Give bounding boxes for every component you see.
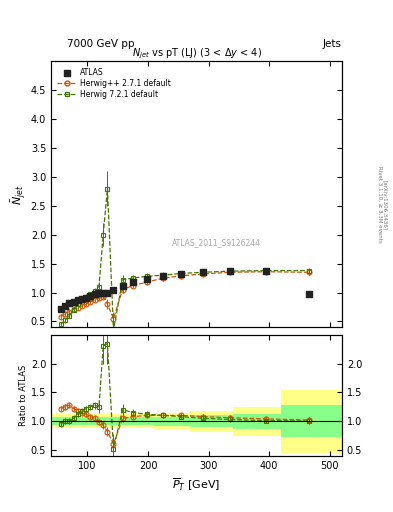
Text: [arXiv:1306.3436]: [arXiv:1306.3436] (383, 180, 387, 230)
Point (130, 278, 136, 286)
Point (75, 296, 81, 304)
Point (263, 266, 269, 274)
Point (199, 268, 206, 276)
Text: ATLAS_2011_S9126244: ATLAS_2011_S9126244 (173, 238, 261, 247)
Title: $N_{jet}$ vs pT (LJ) (3 < $\Delta y$ < 4): $N_{jet}$ vs pT (LJ) (3 < $\Delta y$ < 4… (132, 47, 261, 61)
Point (87, 292, 94, 300)
Point (70, 297, 77, 306)
Point (58, 305, 64, 313)
Point (96, 288, 102, 296)
Text: Jets: Jets (323, 38, 342, 49)
Point (227, 267, 233, 275)
Point (110, 286, 117, 294)
Point (160, 272, 166, 281)
Point (178, 270, 184, 278)
Point (144, 274, 150, 283)
Text: Rivet 3.1.10, ≥ 3.3M events: Rivet 3.1.10, ≥ 3.3M events (377, 166, 382, 243)
Point (119, 282, 126, 290)
Text: 7000 GeV pp: 7000 GeV pp (67, 38, 134, 49)
Point (66, 299, 72, 307)
Point (100, 288, 107, 296)
Point (104, 288, 110, 296)
Y-axis label: $\bar{N}_{jet}$: $\bar{N}_{jet}$ (9, 184, 28, 205)
Point (83, 293, 89, 302)
Point (79, 295, 85, 303)
Legend: ATLAS, Herwig++ 2.7.1 default, Herwig 7.2.1 default: ATLAS, Herwig++ 2.7.1 default, Herwig 7.… (55, 65, 173, 101)
Y-axis label: Ratio to ATLAS: Ratio to ATLAS (19, 365, 28, 426)
Point (62, 302, 68, 310)
Point (305, 290, 312, 298)
X-axis label: $\overline{P}_T$ [GeV]: $\overline{P}_T$ [GeV] (173, 476, 220, 493)
Point (92, 290, 98, 298)
